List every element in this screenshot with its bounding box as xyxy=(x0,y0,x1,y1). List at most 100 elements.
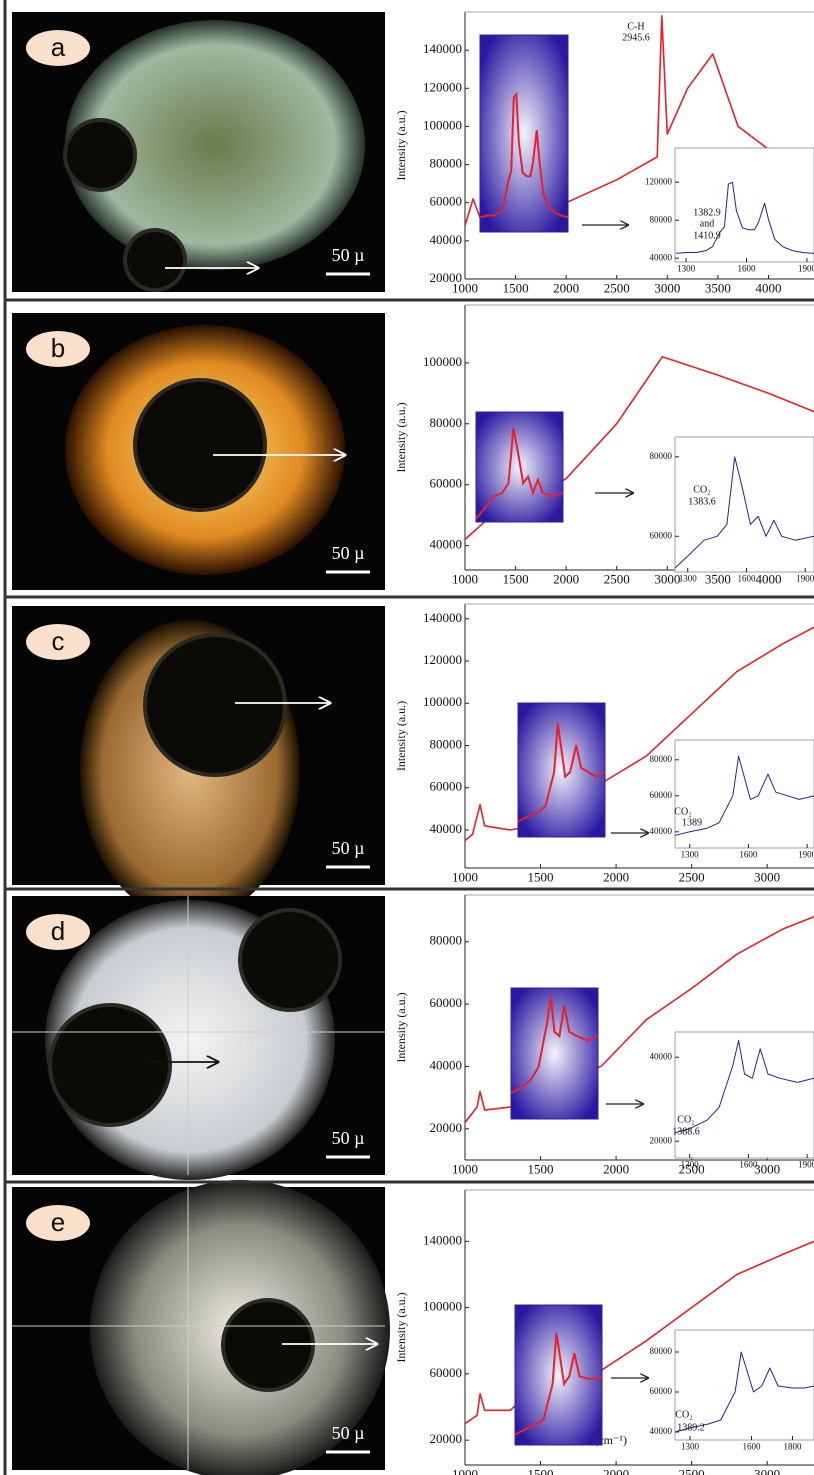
panel-label: b xyxy=(51,333,65,363)
zoom-box xyxy=(511,988,598,1119)
x-tick-label: 1500 xyxy=(503,571,529,586)
y-tick-label: 80000 xyxy=(650,1346,673,1356)
y-tick-label: 60000 xyxy=(430,194,463,209)
y-axis-label: Intensity (a.u.) xyxy=(394,992,408,1062)
x-tick-label: 3000 xyxy=(654,280,680,295)
y-tick-label: 40000 xyxy=(650,826,673,836)
inset-annotation: CO₂ xyxy=(693,484,710,495)
y-tick-label: 140000 xyxy=(423,1232,462,1247)
x-tick-label: 3000 xyxy=(754,1466,780,1475)
x-tick-label: 1300 xyxy=(679,573,698,583)
inclusion xyxy=(240,910,340,1010)
y-tick-label: 60000 xyxy=(430,1365,463,1380)
y-tick-label: 120000 xyxy=(423,79,462,94)
y-tick-label: 80000 xyxy=(650,754,673,764)
y-tick-label: 80000 xyxy=(650,451,673,461)
y-tick-label: 40000 xyxy=(430,821,463,836)
x-tick-label: 3000 xyxy=(754,1161,780,1176)
x-tick-label: 1500 xyxy=(528,869,554,884)
y-axis-label: Intensity (a.u.) xyxy=(394,110,408,180)
x-tick-label: 4000 xyxy=(755,280,781,295)
x-tick-label: 1900 xyxy=(798,849,814,859)
x-tick-label: 1000 xyxy=(452,571,478,586)
x-tick-label: 2500 xyxy=(679,869,705,884)
x-tick-label: 1000 xyxy=(452,1466,478,1475)
y-axis-label: Intensity (a.u.) xyxy=(394,701,408,771)
y-tick-label: 100000 xyxy=(423,117,462,132)
scale-label: 50 µ xyxy=(332,1128,365,1148)
x-tick-label: 1900 xyxy=(796,573,814,583)
y-tick-label: 40000 xyxy=(650,1426,673,1436)
scale-label: 50 µ xyxy=(332,543,365,563)
x-tick-label: 1600 xyxy=(742,1441,761,1451)
peak-annotation: 2945.6 xyxy=(622,32,650,43)
y-tick-label: 20000 xyxy=(650,1135,673,1145)
panel-label: e xyxy=(51,1207,65,1237)
x-tick-label: 1600 xyxy=(738,263,757,273)
x-tick-label: 1600 xyxy=(739,849,758,859)
x-tick-label: 3000 xyxy=(654,571,680,586)
y-tick-label: 140000 xyxy=(423,610,462,625)
y-tick-label: 120000 xyxy=(645,176,673,186)
inclusion xyxy=(223,1300,313,1390)
y-tick-label: 40000 xyxy=(430,1057,463,1072)
x-tick-label: 3000 xyxy=(754,869,780,884)
y-tick-label: 40000 xyxy=(430,232,463,247)
panel-label: d xyxy=(51,916,65,946)
y-tick-label: 100000 xyxy=(423,1299,462,1314)
x-tick-label: 1300 xyxy=(681,1159,700,1169)
inset-annotation: and xyxy=(700,218,714,229)
x-tick-label: 2000 xyxy=(553,571,579,586)
inclusion xyxy=(145,635,285,775)
y-tick-label: 80000 xyxy=(430,156,463,171)
y-axis-label: Intensity (a.u.) xyxy=(394,1292,408,1362)
y-tick-label: 80000 xyxy=(430,415,463,430)
inset-annotation: CO₂ xyxy=(674,806,691,817)
x-tick-label: 1600 xyxy=(737,573,756,583)
inset-annotation: 1388.6 xyxy=(672,1126,700,1137)
y-tick-label: 20000 xyxy=(430,1431,463,1446)
inset-frame xyxy=(675,148,814,262)
x-tick-label: 1500 xyxy=(528,1161,554,1176)
x-tick-label: 1800 xyxy=(783,1441,802,1451)
zoom-box xyxy=(518,703,605,837)
inclusion xyxy=(50,1005,170,1125)
y-tick-label: 140000 xyxy=(423,41,462,56)
y-tick-label: 40000 xyxy=(650,252,673,262)
x-tick-label: 1900 xyxy=(798,263,814,273)
x-tick-label: 2000 xyxy=(603,1466,629,1475)
inset-annotation: CO₂ xyxy=(677,1114,694,1125)
scale-label: 50 µ xyxy=(332,1423,365,1443)
y-tick-label: 80000 xyxy=(650,214,673,224)
x-tick-label: 2000 xyxy=(553,280,579,295)
zoom-box xyxy=(480,35,568,232)
y-tick-label: 60000 xyxy=(650,1386,673,1396)
inclusion xyxy=(135,380,265,510)
inset-annotation: 1383.6 xyxy=(688,496,716,507)
x-tick-label: 3500 xyxy=(705,571,731,586)
y-tick-label: 120000 xyxy=(423,652,462,667)
y-tick-label: 80000 xyxy=(430,736,463,751)
y-tick-label: 60000 xyxy=(650,530,673,540)
x-tick-label: 2500 xyxy=(679,1466,705,1475)
inset-frame xyxy=(675,740,814,848)
inset-annotation: 1410.9 xyxy=(693,230,721,241)
zoom-box xyxy=(515,1305,602,1445)
x-tick-label: 2500 xyxy=(604,280,630,295)
x-tick-label: 1300 xyxy=(681,849,700,859)
x-tick-label: 4000 xyxy=(755,571,781,586)
inset-annotation: CO₂ xyxy=(675,1409,692,1420)
y-tick-label: 60000 xyxy=(650,790,673,800)
inset-annotation: 1389.2 xyxy=(677,1422,705,1433)
inclusion xyxy=(65,120,135,190)
y-tick-label: 60000 xyxy=(430,476,463,491)
inset-annotation: 1389 xyxy=(682,817,702,828)
x-tick-label: 2000 xyxy=(603,1161,629,1176)
y-tick-label: 100000 xyxy=(423,354,462,369)
x-tick-label: 1000 xyxy=(452,1161,478,1176)
inclusion xyxy=(125,230,185,290)
x-tick-label: 1500 xyxy=(503,280,529,295)
y-tick-label: 20000 xyxy=(430,270,463,285)
x-tick-label: 1500 xyxy=(528,1466,554,1475)
x-tick-label: 1000 xyxy=(452,869,478,884)
